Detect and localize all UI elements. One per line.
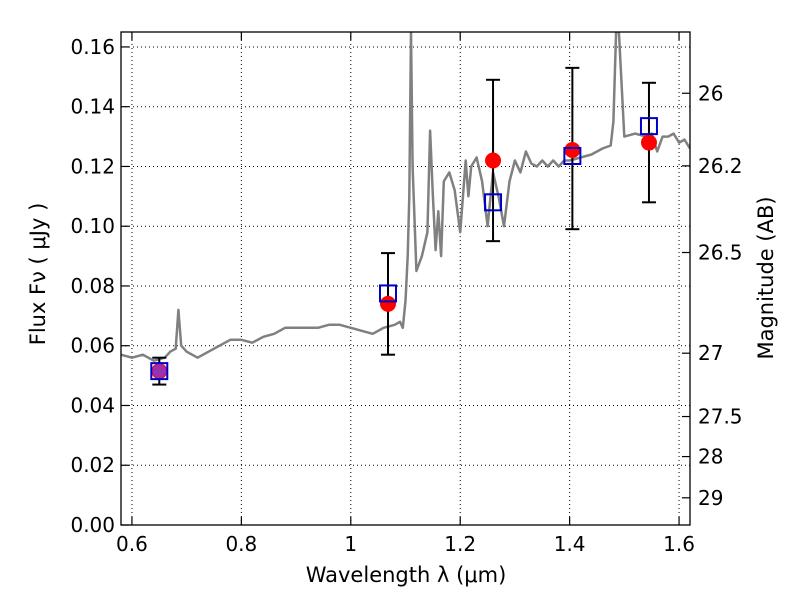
spectrum-line [121, 32, 690, 362]
plot-border [120, 31, 691, 526]
y-tick-label: 0.00 [70, 513, 115, 537]
ticks: 0.6 0.8 1 1.2 1.4 1.6 0.00 0.02 0.04 0.06 0.08 0.10… [70, 32, 743, 556]
observed-point [564, 142, 581, 159]
model-photometry-square [639, 117, 658, 136]
y-tick-label: 0.10 [70, 214, 115, 238]
spectrum-layer [121, 32, 690, 362]
y-axis-right-label: Magnitude (AB) [754, 196, 778, 359]
right-tick-label: 26.2 [698, 154, 743, 178]
right-tick-label: 26.5 [698, 241, 743, 265]
y-tick-label: 0.14 [70, 95, 115, 119]
x-tick-label: 0.6 [116, 532, 148, 556]
observed-point [485, 152, 502, 169]
x-tick-label: 0.8 [225, 532, 257, 556]
right-tick-label: 26 [698, 81, 723, 105]
x-axis-label: Wavelength λ (μm) [306, 563, 507, 587]
points-layer [150, 66, 658, 386]
x-tick-label: 1.6 [663, 532, 695, 556]
observed-point [640, 134, 657, 151]
y-tick-label: 0.16 [70, 35, 115, 59]
y-axis-label: Flux Fν ( μJy ) [26, 203, 50, 346]
plot-frame [120, 31, 691, 526]
right-tick-label: 29 [698, 486, 723, 510]
y-tick-label: 0.02 [70, 453, 115, 477]
right-tick-label: 28 [698, 445, 723, 469]
right-tick-label: 27 [698, 341, 723, 365]
y-tick-label: 0.12 [70, 154, 115, 178]
y-tick-label: 0.08 [70, 274, 115, 298]
overlap-point [152, 364, 167, 379]
y-tick-label: 0.06 [70, 334, 115, 358]
x-tick-label: 1.2 [444, 532, 476, 556]
observed-point [379, 295, 396, 312]
x-tick-label: 1.4 [554, 532, 586, 556]
model-photometry-square [378, 284, 397, 303]
model-photometry-square [484, 193, 503, 212]
model-photometry-square [150, 362, 169, 381]
model-photometry-square [563, 146, 582, 165]
right-tick-label: 27.5 [698, 405, 743, 429]
y-tick-label: 0.04 [70, 393, 115, 417]
x-tick-label: 1 [344, 532, 357, 556]
